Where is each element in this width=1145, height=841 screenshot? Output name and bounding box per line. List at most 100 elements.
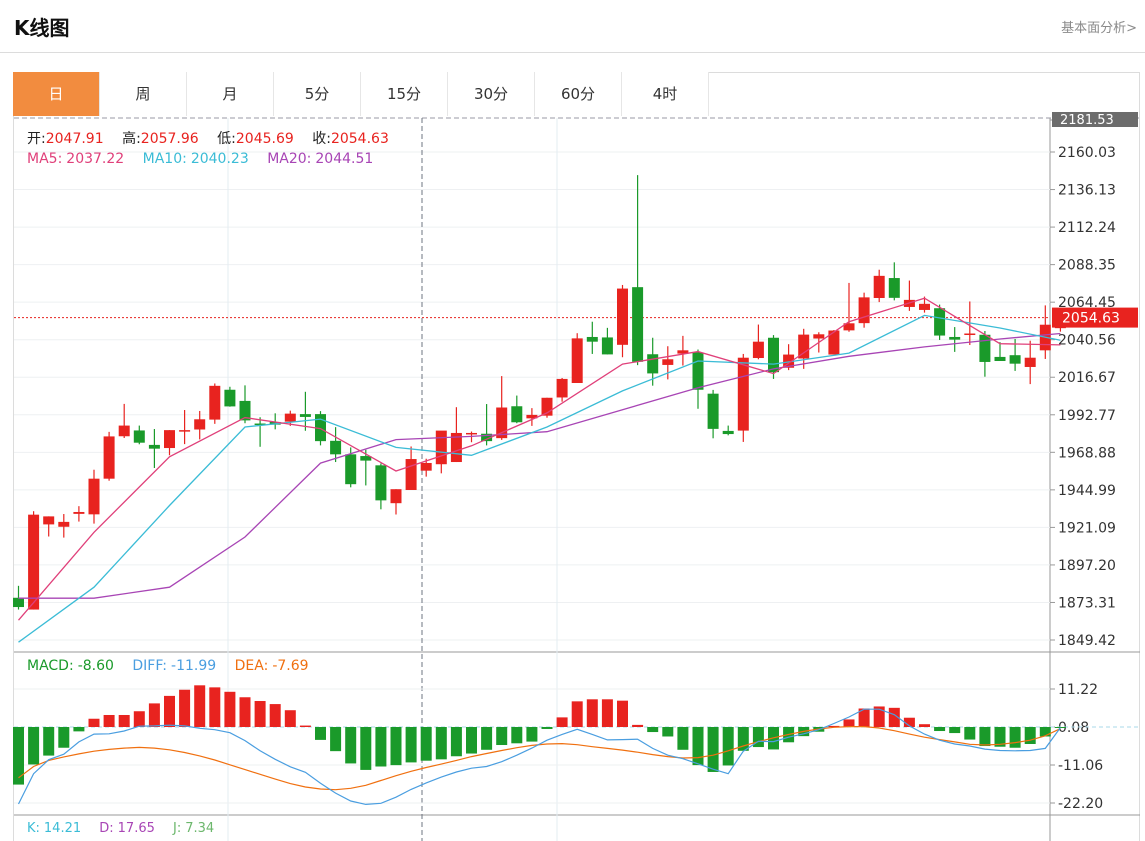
j-label: J: bbox=[173, 821, 182, 836]
k-value: 14.21 bbox=[43, 821, 82, 836]
candle-body bbox=[375, 465, 387, 501]
macd-bar bbox=[179, 689, 191, 727]
candle-body bbox=[813, 334, 825, 339]
macd-bar bbox=[496, 727, 508, 746]
candle-body bbox=[466, 432, 477, 435]
macd-bar bbox=[722, 727, 734, 766]
tab-60min[interactable]: 60分 bbox=[535, 72, 622, 116]
candle-body bbox=[919, 303, 930, 310]
diff-label: DIFF: bbox=[132, 658, 168, 674]
macd-bar bbox=[209, 687, 221, 727]
candle-body bbox=[722, 430, 734, 435]
macd-bar bbox=[707, 727, 719, 772]
candle-body bbox=[752, 341, 764, 359]
candle-body bbox=[148, 444, 160, 449]
macd-tick-label: 0.08 bbox=[1058, 720, 1089, 736]
price-tick-label: 2064.45 bbox=[1058, 295, 1116, 311]
candle-body bbox=[601, 337, 613, 355]
candle-body bbox=[73, 511, 85, 514]
dea-label: DEA: bbox=[234, 658, 269, 674]
ohlc-readout: 开:2047.91 高:2057.96 低:2045.69 收:2054.63 bbox=[27, 128, 403, 148]
macd-bar bbox=[979, 727, 991, 747]
macd-bar bbox=[1009, 727, 1021, 748]
macd-bar bbox=[164, 695, 175, 727]
open-value: 2047.91 bbox=[45, 131, 104, 147]
tab-month[interactable]: 月 bbox=[187, 72, 274, 116]
price-tick-label: 1944.99 bbox=[1058, 483, 1116, 499]
candle-body bbox=[737, 357, 749, 431]
k-label: K: bbox=[27, 821, 40, 836]
macd-bar bbox=[481, 727, 493, 750]
ma5-label: MA5: bbox=[27, 151, 63, 167]
candle-body bbox=[647, 354, 659, 374]
current-price-tag bbox=[1052, 307, 1138, 328]
candle-body bbox=[994, 356, 1006, 362]
candle-body bbox=[964, 333, 976, 336]
candle-body bbox=[164, 430, 175, 449]
price-tick-label: 2160.03 bbox=[1058, 145, 1116, 161]
macd-bar bbox=[345, 727, 357, 764]
macd-bar bbox=[511, 727, 523, 744]
candle-body bbox=[692, 352, 704, 390]
dea-value: -7.69 bbox=[272, 658, 309, 674]
candle-body bbox=[133, 430, 145, 443]
macd-bar bbox=[450, 727, 462, 757]
candle-body bbox=[360, 456, 372, 461]
price-tick-label: 2112.24 bbox=[1058, 220, 1116, 236]
candle-body bbox=[179, 430, 191, 432]
candle-body bbox=[28, 514, 40, 610]
candle-body bbox=[571, 338, 583, 383]
candle-body bbox=[526, 414, 538, 419]
macd-bar bbox=[677, 727, 689, 750]
tab-30min[interactable]: 30分 bbox=[448, 72, 535, 116]
ma20-line bbox=[18, 332, 1061, 599]
macd-bar bbox=[330, 727, 342, 752]
candle-body bbox=[707, 393, 719, 429]
macd-bar bbox=[737, 727, 749, 751]
tab-15min[interactable]: 15分 bbox=[361, 72, 448, 116]
candle-body bbox=[254, 423, 266, 426]
page-title: K线图 bbox=[14, 16, 70, 40]
candle-body bbox=[450, 432, 462, 463]
ma5-line bbox=[18, 297, 1061, 621]
macd-bar bbox=[601, 699, 613, 727]
tab-week[interactable]: 周 bbox=[100, 72, 187, 116]
fundamental-analysis-link[interactable]: 基本面分析> bbox=[1061, 21, 1137, 36]
macd-bar bbox=[752, 727, 764, 748]
candle-body bbox=[239, 400, 251, 421]
macd-bar bbox=[934, 727, 946, 732]
tab-5min[interactable]: 5分 bbox=[274, 72, 361, 116]
candle-body bbox=[873, 275, 885, 299]
macd-bar bbox=[284, 710, 296, 727]
macd-bar bbox=[1024, 727, 1036, 744]
price-tick-label: 1921.09 bbox=[1058, 520, 1116, 536]
macd-label: MACD: bbox=[27, 658, 74, 674]
macd-bar bbox=[888, 707, 900, 727]
candle-body bbox=[662, 359, 674, 365]
close-value: 2054.63 bbox=[330, 131, 389, 147]
macd-bar bbox=[1039, 727, 1051, 737]
candle-body bbox=[617, 288, 628, 345]
candle-body bbox=[13, 597, 24, 608]
macd-bar bbox=[919, 724, 930, 727]
candle-body bbox=[798, 334, 810, 359]
current-price-tag-label: 2054.63 bbox=[1062, 311, 1120, 327]
macd-bar bbox=[466, 727, 477, 754]
macd-bar bbox=[239, 697, 251, 727]
tab-4h[interactable]: 4时 bbox=[622, 72, 709, 116]
price-tick-label: 1968.88 bbox=[1058, 445, 1116, 461]
high-value: 2057.96 bbox=[140, 131, 199, 147]
macd-bar bbox=[269, 704, 281, 727]
macd-bar bbox=[843, 719, 855, 727]
ma10-value: 2040.23 bbox=[190, 151, 249, 167]
candle-body bbox=[420, 462, 432, 471]
candle-body bbox=[43, 516, 55, 525]
candle-body bbox=[405, 459, 417, 490]
price-tick-label: 2088.35 bbox=[1058, 258, 1116, 274]
candle-body bbox=[556, 378, 568, 398]
candle-body bbox=[934, 308, 946, 336]
tab-day[interactable]: 日 bbox=[13, 72, 100, 116]
price-tick-label: 1849.42 bbox=[1058, 633, 1116, 649]
macd-bar bbox=[526, 727, 538, 742]
